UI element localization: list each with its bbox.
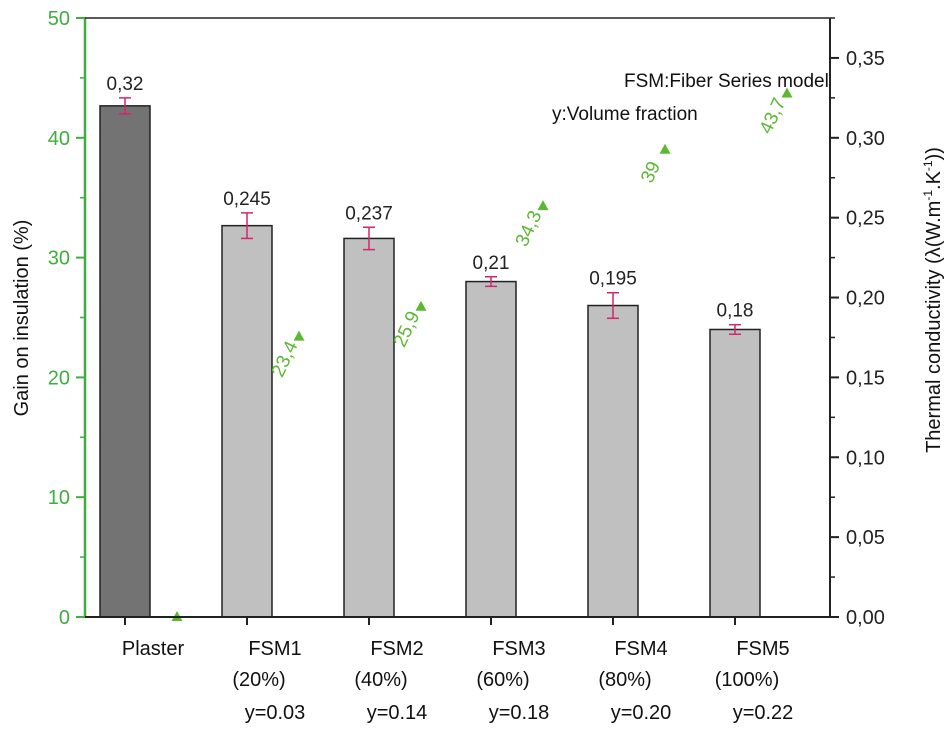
bar-0 xyxy=(99,105,151,618)
category-percent-2: (40%) xyxy=(354,669,407,691)
left-tick-label-4: 40 xyxy=(48,128,70,150)
right-tick-label-7: 0,35 xyxy=(846,48,885,70)
category-label-0: Plaster xyxy=(122,638,185,660)
bar-4 xyxy=(587,304,639,618)
annotation-volume-fraction: y:Volume fraction xyxy=(552,104,698,125)
right-axis-title: Thermal conductivity (λ(W.m-1.K-1)) xyxy=(921,147,945,453)
category-labels-layer: Plaster FSM1 (20%) y=0.03 FSM2 (40%) y=0.14 FSM… xyxy=(122,638,793,724)
left-axis-title: Gain on insulation (%) xyxy=(11,220,33,417)
gain-point-3 xyxy=(537,200,549,211)
error-bars-layer xyxy=(119,97,741,336)
category-label-1: FSM1 xyxy=(248,638,301,660)
bar-label-3: 0,21 xyxy=(473,253,510,274)
right-axis-title-mid: .K xyxy=(923,170,945,190)
bar-2 xyxy=(343,237,395,618)
plot-frame xyxy=(85,18,830,617)
category-volume-fraction-2: y=0.14 xyxy=(367,702,428,724)
category-label-4: FSM4 xyxy=(614,638,667,660)
annotation-model: FSM:Fiber Series model xyxy=(624,71,829,92)
right-axis-title-sup2: -1 xyxy=(921,160,935,171)
left-tick-label-0: 0 xyxy=(59,607,70,629)
category-percent-3: (60%) xyxy=(476,669,529,691)
right-tick-label-2: 0,10 xyxy=(846,447,885,469)
bar-label-1: 0,245 xyxy=(223,189,271,210)
left-tick-label-5: 50 xyxy=(48,8,70,30)
gain-point-5 xyxy=(781,87,793,98)
category-volume-fraction-1: y=0.03 xyxy=(245,702,306,724)
category-volume-fraction-4: y=0.20 xyxy=(611,702,672,724)
category-label-5: FSM5 xyxy=(736,638,789,660)
right-axis-title-sup1: -1 xyxy=(921,190,935,201)
category-volume-fraction-5: y=0.22 xyxy=(733,702,794,724)
right-tick-label-1: 0,05 xyxy=(846,527,885,549)
category-label-3: FSM3 xyxy=(492,638,545,660)
right-tick-label-6: 0,30 xyxy=(846,128,885,150)
gain-point-1 xyxy=(293,330,305,341)
category-volume-fraction-3: y=0.18 xyxy=(489,702,550,724)
category-percent-1: (20%) xyxy=(232,669,285,691)
left-tick-label-2: 20 xyxy=(48,367,70,389)
plot-area-background xyxy=(85,18,830,617)
bar-label-4: 0,195 xyxy=(589,269,637,290)
bar-3 xyxy=(465,280,517,618)
left-tick-label-1: 10 xyxy=(48,487,70,509)
right-axis-title-main: Thermal conductivity (λ(W.m xyxy=(923,201,945,453)
bar-1 xyxy=(221,224,273,618)
bar-label-2: 0,237 xyxy=(345,203,393,224)
bar-label-5: 0,18 xyxy=(717,301,754,322)
bar-label-0: 0,32 xyxy=(107,74,144,95)
right-tick-label-5: 0,25 xyxy=(846,208,885,230)
category-label-2: FSM2 xyxy=(370,638,423,660)
bars-layer xyxy=(99,105,761,618)
category-percent-5: (100%) xyxy=(715,669,779,691)
ticks-layer: 0 10 20 30 40 50 0,00 0,05 0,10 0,15 0,20 0,25 0,30 0… xyxy=(48,8,885,629)
bar-5 xyxy=(709,328,761,618)
right-tick-label-0: 0,00 xyxy=(846,607,885,629)
right-tick-label-4: 0,20 xyxy=(846,288,885,310)
gain-point-4 xyxy=(659,143,671,154)
right-tick-label-3: 0,15 xyxy=(846,367,885,389)
bar-labels-layer: 0,32 0,245 0,237 0,21 0,195 0,18 xyxy=(107,74,754,322)
left-tick-label-3: 30 xyxy=(48,248,70,270)
category-percent-4: (80%) xyxy=(598,669,651,691)
right-axis-title-end: )) xyxy=(923,147,945,160)
gain-point-2 xyxy=(415,300,427,311)
